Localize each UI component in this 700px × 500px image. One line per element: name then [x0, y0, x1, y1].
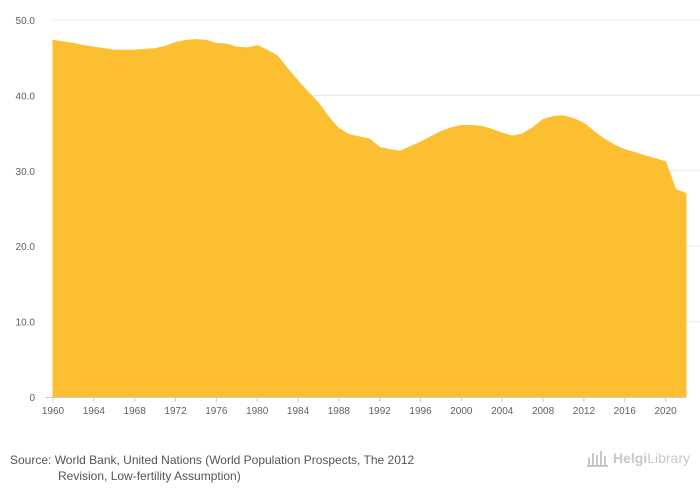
x-tick-label: 1980 [246, 406, 269, 417]
series-area [52, 39, 687, 398]
source-note: Source: World Bank, United Nations (Worl… [10, 452, 530, 484]
brand-logo: HelgiLibrary [586, 449, 690, 467]
helgi-library-logo-icon [586, 451, 608, 467]
x-tick-label: 1988 [328, 406, 351, 417]
axes: 0 10.0 20.0 30.0 40.0 50.0 1960 1964 1968 1972 197… [16, 16, 686, 417]
x-tick-label: 2004 [491, 406, 514, 417]
source-line-1: Source: World Bank, United Nations (Worl… [10, 453, 415, 467]
x-tick-label: 2000 [450, 406, 473, 417]
area-fill [52, 39, 687, 398]
y-tick-label: 20.0 [16, 242, 36, 253]
x-tick-label: 1996 [409, 406, 432, 417]
x-tick-label: 1976 [205, 406, 228, 417]
y-tick-label: 40.0 [16, 91, 36, 102]
x-tick-label: 2012 [573, 406, 596, 417]
y-tick-label: 30.0 [16, 167, 36, 178]
y-tick-label: 50.0 [16, 16, 36, 27]
x-tick-label: 1960 [42, 406, 65, 417]
source-line-2: Revision, Low-fertility Assumption) [58, 469, 241, 483]
brand-name: HelgiLibrary [612, 450, 690, 466]
x-tick-label: 2020 [654, 406, 677, 417]
x-tick-label: 2016 [614, 406, 637, 417]
x-tick-label: 1972 [164, 406, 187, 417]
x-tick-label: 2008 [532, 406, 555, 417]
y-tick-label: 10.0 [16, 318, 36, 329]
y-tick-label: 0 [29, 393, 35, 404]
x-tick-label: 1984 [287, 406, 310, 417]
x-tick-label: 1992 [369, 406, 392, 417]
x-tick-label: 1964 [83, 406, 106, 417]
x-tick-label: 1968 [124, 406, 147, 417]
